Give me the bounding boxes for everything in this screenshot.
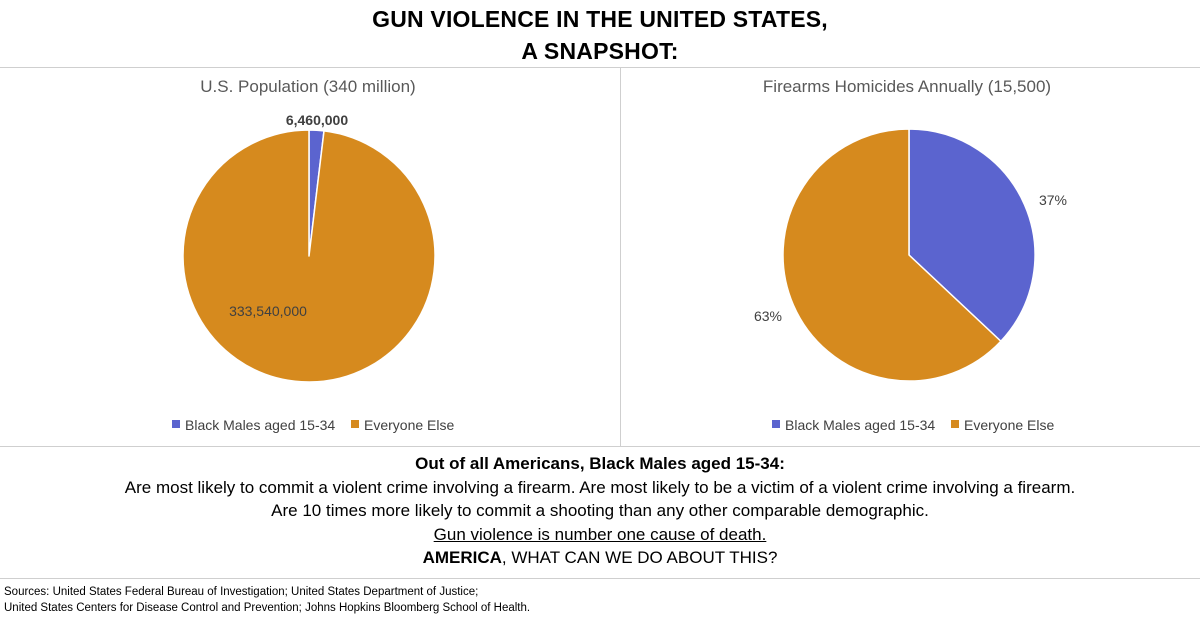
facts-block: Out of all Americans, Black Males aged 1… [0,452,1200,570]
page-title-line-2: A SNAPSHOT: [521,38,679,64]
slice-everyone-else [182,129,436,383]
legend-swatch-black-males [772,420,780,428]
legend-label-everyone-else: Everyone Else [964,417,1054,433]
facts-line-4-rest: , WHAT CAN WE DO ABOUT THIS? [501,548,778,567]
data-label-everyone-else: 63% [754,308,782,324]
legend-swatch-everyone-else [351,420,359,428]
sources-line-2: United States Centers for Disease Contro… [4,602,531,614]
facts-line-4: AMERICA, WHAT CAN WE DO ABOUT THIS? [0,546,1200,570]
population-chart-title: U.S. Population (340 million) [200,77,415,96]
facts-line-4-bold: AMERICA [422,548,502,567]
population-pie [182,129,436,383]
slice-everyone-else [782,128,1002,382]
data-label-black-males: 37% [1039,192,1067,208]
center-divider [620,67,621,446]
legend-label-everyone-else: Everyone Else [364,417,454,433]
legend-swatch-everyone-else [951,420,959,428]
homicides-pie-chart: Firearms Homicides Annually (15,500) 37%… [754,77,1067,433]
homicides-chart-title: Firearms Homicides Annually (15,500) [763,77,1051,96]
population-pie-chart: U.S. Population (340 million) 6,460,000 … [172,77,454,433]
facts-line-2: Are 10 times more likely to commit a sho… [271,501,929,520]
sources-block: Sources: United States Federal Bureau of… [4,584,530,616]
top-divider [0,67,1200,68]
data-label-black-males: 6,460,000 [286,112,348,128]
population-legend: Black Males aged 15-34 Everyone Else [172,417,454,433]
legend-label-black-males: Black Males aged 15-34 [785,417,935,433]
legend-label-black-males: Black Males aged 15-34 [185,417,335,433]
middle-divider [0,446,1200,447]
homicides-legend: Black Males aged 15-34 Everyone Else [772,417,1054,433]
sources-line-1: Sources: United States Federal Bureau of… [4,586,479,598]
facts-heading: Out of all Americans, Black Males aged 1… [415,454,785,473]
bottom-divider [0,578,1200,579]
data-label-everyone-else: 333,540,000 [229,303,307,319]
facts-line-1: Are most likely to commit a violent crim… [124,477,1076,497]
legend-swatch-black-males [172,420,180,428]
slice-black-males [908,128,1036,343]
homicides-chart-panel: Firearms Homicides Annually (15,500) 37%… [621,68,1200,446]
homicides-pie [782,128,1036,382]
population-chart-panel: U.S. Population (340 million) 6,460,000 … [0,68,620,446]
facts-line-3: Gun violence is number one cause of deat… [433,524,767,544]
page-title-line-1: GUN VIOLENCE IN THE UNITED STATES, [372,6,828,32]
